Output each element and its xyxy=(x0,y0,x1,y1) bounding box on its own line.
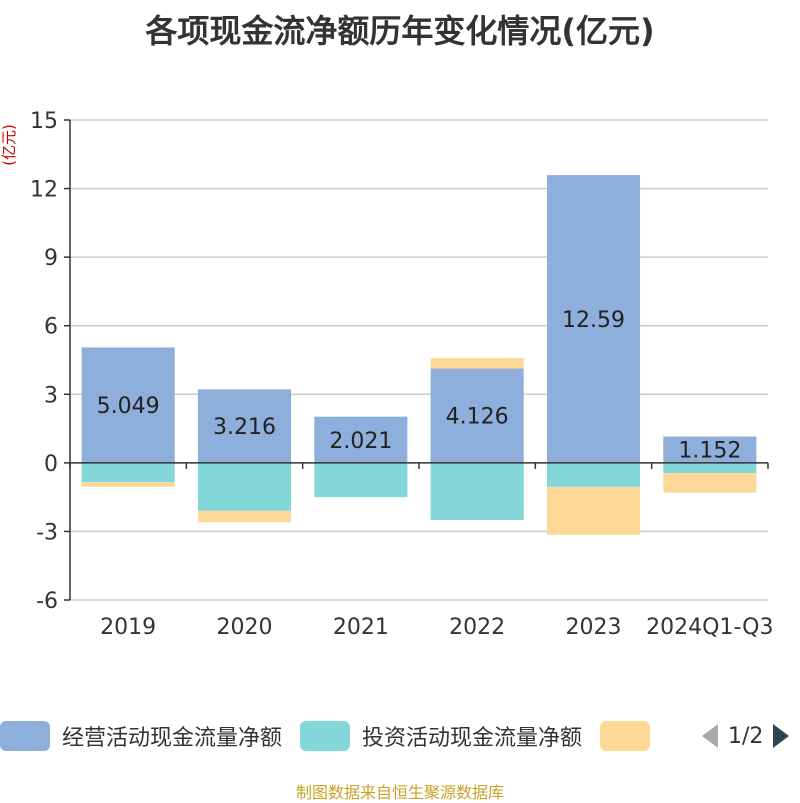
grid-lines xyxy=(70,119,768,601)
y-tick-label: 0 xyxy=(44,452,58,477)
bar-series2 xyxy=(546,486,641,535)
y-tick-label: 9 xyxy=(44,246,58,271)
bar-series0 xyxy=(197,389,292,463)
legend-swatch-financing xyxy=(600,721,651,751)
legend: 经营活动现金流量净额 投资活动现金流量净额 xyxy=(0,716,668,756)
bar-series2 xyxy=(81,482,175,487)
bar-series1 xyxy=(430,462,524,520)
legend-page-indicator: 1/2 xyxy=(728,723,764,749)
bar-series1 xyxy=(81,462,175,483)
x-tick-label: 2019 xyxy=(100,615,156,640)
labels: 5.049 3.216 2.021 4.126 12.59 1.152 xyxy=(97,308,742,464)
legend-swatch-investing xyxy=(300,721,351,751)
y-tick-label: 12 xyxy=(30,178,58,203)
y-tick-label: -6 xyxy=(36,589,58,614)
bar-series0 xyxy=(314,416,408,463)
data-label: 4.126 xyxy=(446,405,509,430)
bar-series2 xyxy=(663,473,757,493)
bar-series2 xyxy=(430,358,524,369)
bars xyxy=(81,175,757,535)
bar-series1 xyxy=(197,462,292,511)
legend-pager: 1/2 xyxy=(700,716,791,756)
data-label: 1.152 xyxy=(678,439,741,464)
legend-item-financing[interactable] xyxy=(600,721,651,751)
bar-series1 xyxy=(663,462,757,474)
data-label: 2.021 xyxy=(329,429,392,454)
legend-label-investing: 投资活动现金流量净额 xyxy=(362,726,583,751)
bar-series2 xyxy=(197,510,292,523)
source-note: 制图数据来自恒生聚源数据库 xyxy=(295,783,504,802)
bar-series1 xyxy=(546,462,641,487)
bar-series0 xyxy=(81,347,175,463)
data-label: 3.216 xyxy=(213,415,276,440)
data-label: 5.049 xyxy=(97,394,160,419)
x-tick-label: 2023 xyxy=(566,615,622,640)
y-tick-label: -3 xyxy=(36,520,58,545)
chart-title: 各项现金流净额历年变化情况(亿元) xyxy=(145,12,655,50)
legend-item-investing[interactable]: 投资活动现金流量净额 xyxy=(300,720,582,752)
y-axis-label: (亿元) xyxy=(0,124,18,166)
x-tick-label: 2022 xyxy=(449,615,505,640)
bar-series0 xyxy=(663,436,757,463)
next-page-icon[interactable] xyxy=(771,722,791,750)
x-tick-label: 2020 xyxy=(217,615,273,640)
legend-swatch-operating xyxy=(0,721,50,751)
x-tick-label: 2024Q1-Q3 xyxy=(646,615,773,640)
y-tick-label: 6 xyxy=(44,315,58,340)
axes: 15 12 9 6 3 0 -3 -6 2019 2020 2021 2022 2023 2024Q1-Q… xyxy=(30,109,774,640)
data-label: 12.59 xyxy=(562,308,625,333)
legend-item-operating[interactable]: 经营活动现金流量净额 xyxy=(0,720,282,752)
bar-series1 xyxy=(314,462,408,498)
y-tick-label: 15 xyxy=(30,109,58,134)
legend-label-operating: 经营活动现金流量净额 xyxy=(62,726,283,751)
bar-series0 xyxy=(546,175,641,463)
bar-series0 xyxy=(430,368,524,463)
x-tick-label: 2021 xyxy=(333,615,389,640)
prev-page-icon[interactable] xyxy=(700,722,720,750)
y-tick-label: 3 xyxy=(44,383,58,408)
